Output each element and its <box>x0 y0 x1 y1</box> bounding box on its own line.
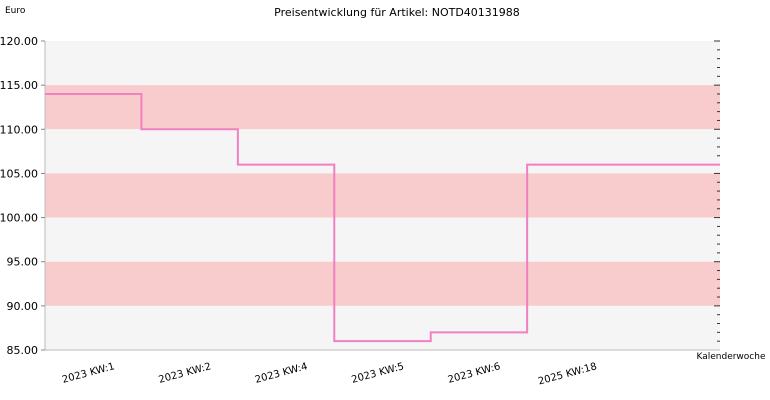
background-band <box>45 217 720 262</box>
y-tick-label: 105.00 <box>0 167 38 180</box>
background-band <box>45 85 720 130</box>
background-bands <box>45 41 720 350</box>
background-band <box>45 129 720 174</box>
x-tick-label: 2023 KW:1 <box>61 361 116 386</box>
x-tick-label: 2023 KW:2 <box>158 361 213 386</box>
y-tick-label: 85.00 <box>7 344 39 357</box>
y-tick-label: 115.00 <box>0 79 38 92</box>
background-band <box>45 305 720 350</box>
x-tick-label: 2023 KW:4 <box>254 361 309 386</box>
background-band <box>45 41 720 86</box>
left-axis-tickmarks <box>41 40 45 351</box>
x-tick-labels: 2023 KW:1 2023 KW:2 2023 KW:4 2023 KW:5 2023… <box>61 361 598 387</box>
chart-title: Preisentwicklung für Artikel: NOTD401319… <box>274 6 520 19</box>
x-tick-label: 2025 KW:18 <box>537 361 598 387</box>
right-axis-ticks <box>714 40 720 351</box>
background-band <box>45 173 720 218</box>
y-tick-labels: 120.00 115.00 110.00 105.00 100.00 95.00 90.00… <box>0 35 38 357</box>
x-tick-label: 2023 KW:6 <box>447 361 502 386</box>
y-tick-label: 100.00 <box>0 212 38 225</box>
x-tick-label: 2023 KW:5 <box>350 361 405 386</box>
x-axis-label: Kalenderwoche <box>696 352 765 362</box>
y-tick-label: 90.00 <box>7 300 39 313</box>
background-band <box>45 261 720 306</box>
y-tick-label: 95.00 <box>7 256 39 269</box>
y-tick-label: 120.00 <box>0 35 38 48</box>
price-step-line <box>45 92 720 343</box>
y-axis-label: Euro <box>5 6 26 16</box>
y-tick-label: 110.00 <box>0 123 38 136</box>
